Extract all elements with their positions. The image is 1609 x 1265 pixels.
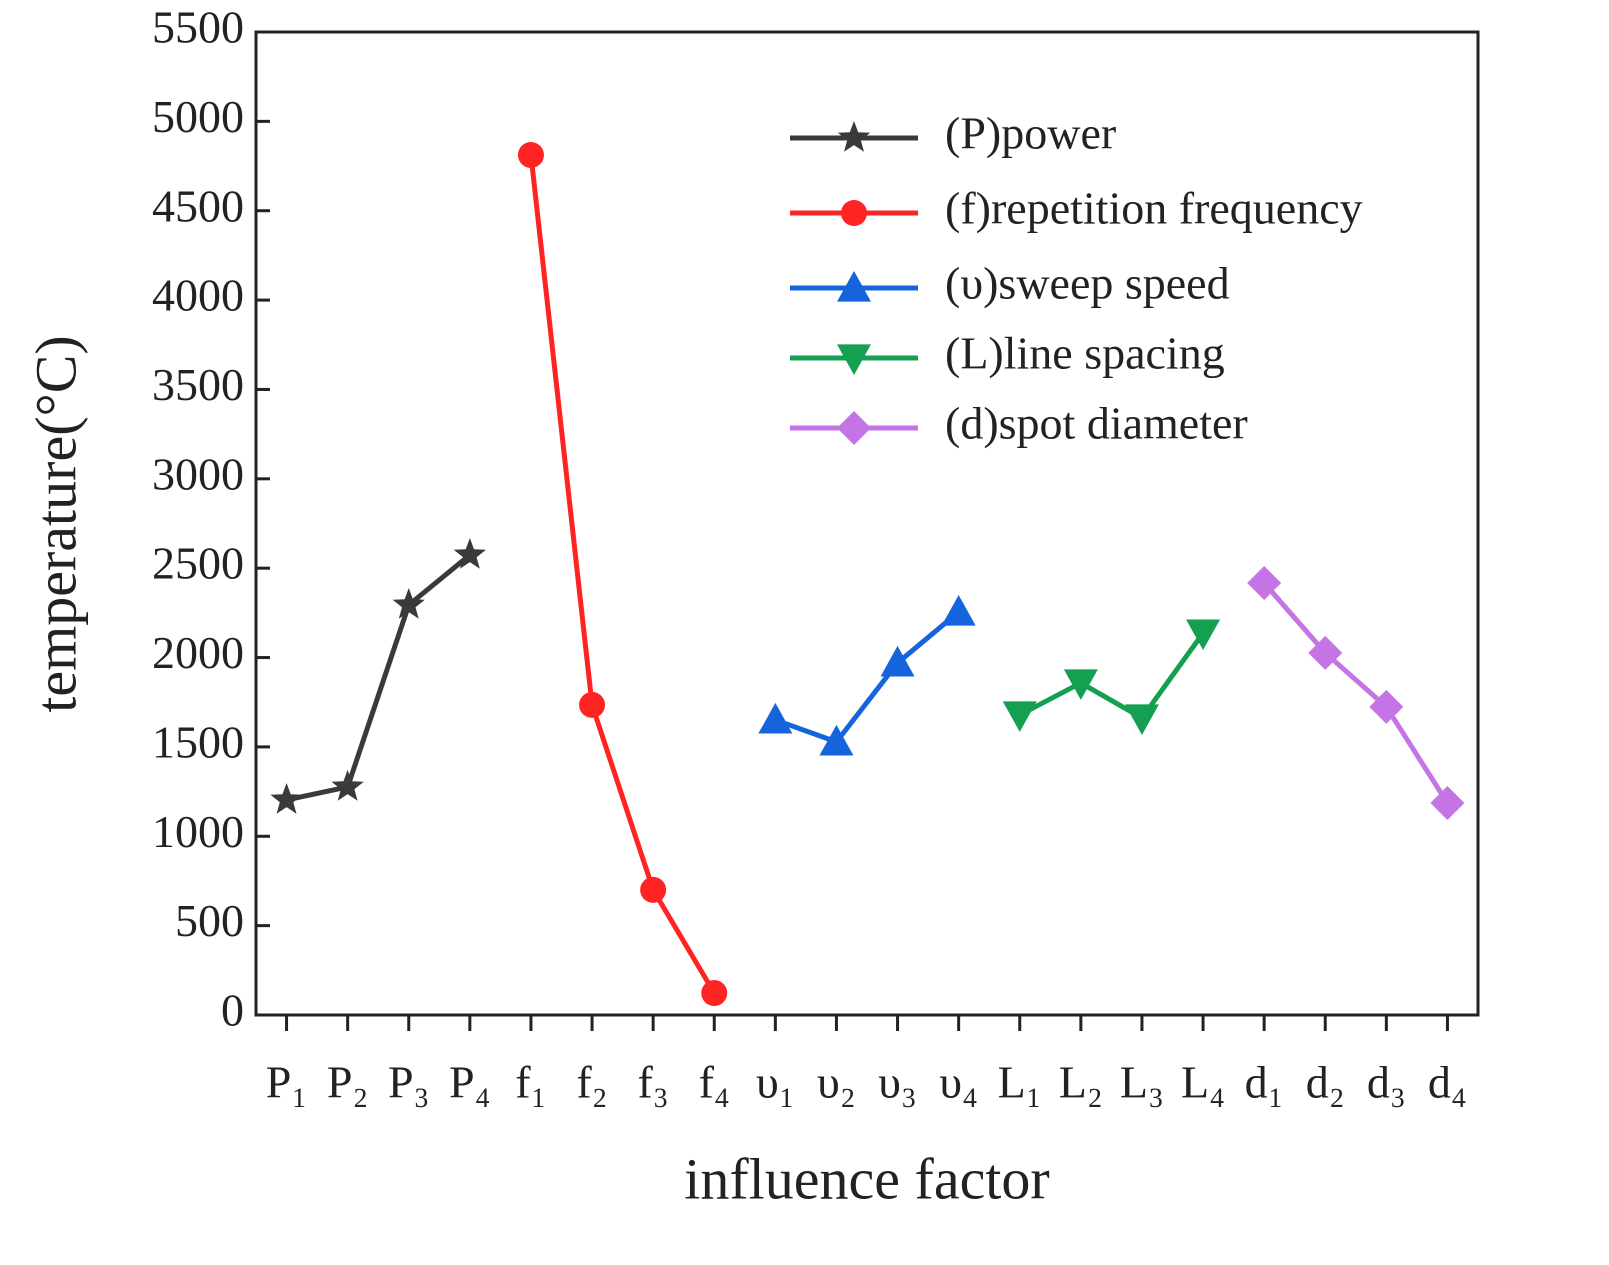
series-line xyxy=(286,553,472,803)
series-line xyxy=(528,154,717,995)
x-tick-label: L₁ xyxy=(998,1057,1042,1108)
data-point xyxy=(758,702,793,734)
data-point xyxy=(331,769,364,801)
data-point xyxy=(392,588,425,619)
data-point xyxy=(1063,669,1098,700)
y-tick-label: 3500 xyxy=(152,359,244,410)
x-tick-label: f₄ xyxy=(699,1057,730,1108)
data-point xyxy=(1124,704,1159,735)
data-point xyxy=(453,538,486,569)
data-point xyxy=(1186,619,1221,651)
series-line xyxy=(1262,581,1450,805)
y-tick-label: 5000 xyxy=(152,91,244,142)
legend-label: (υ)sweep speed xyxy=(945,258,1230,309)
x-tick-label: L₃ xyxy=(1120,1057,1164,1108)
data-point xyxy=(270,783,303,814)
y-tick-label: 1500 xyxy=(152,716,244,767)
data-point xyxy=(1308,635,1343,670)
y-tick-label: 0 xyxy=(221,985,244,1036)
x-tick-label: f₁ xyxy=(515,1057,546,1108)
data-point xyxy=(517,141,544,168)
legend-label: (L)line spacing xyxy=(945,328,1225,379)
x-tick-label: d₃ xyxy=(1367,1057,1406,1108)
x-tick-label: P₂ xyxy=(327,1057,369,1108)
x-tick-label: f₃ xyxy=(637,1057,668,1108)
legend-marker xyxy=(837,271,871,302)
x-tick-label: P₃ xyxy=(388,1057,430,1108)
data-point xyxy=(1430,786,1465,821)
x-tick-label: L₂ xyxy=(1059,1057,1103,1108)
x-tick-label: υ₄ xyxy=(939,1057,978,1108)
y-axis-title: temperature(°C) xyxy=(23,335,88,712)
legend-marker xyxy=(841,200,867,226)
legend-marker xyxy=(837,121,871,152)
y-tick-label: 500 xyxy=(175,895,244,946)
x-tick-label: υ₁ xyxy=(756,1057,795,1108)
plot-frame xyxy=(254,30,1480,1017)
data-point xyxy=(880,645,915,677)
data-point xyxy=(701,980,728,1007)
legend-label: (P)power xyxy=(945,108,1116,159)
x-tick-label: d₂ xyxy=(1306,1057,1345,1108)
data-point xyxy=(579,691,606,718)
legend-label: (f)repetition frequency xyxy=(945,183,1363,234)
data-point xyxy=(640,876,667,903)
data-point xyxy=(1369,689,1404,724)
y-tick-label: 2500 xyxy=(152,538,244,589)
y-tick-label: 5500 xyxy=(152,2,244,53)
x-tick-label: υ₃ xyxy=(878,1057,917,1108)
data-point xyxy=(941,594,976,626)
y-tick-label: 4500 xyxy=(152,180,244,231)
x-axis-title: influence factor xyxy=(684,1146,1050,1211)
x-tick-label: f₂ xyxy=(576,1057,607,1108)
y-tick-label: 2000 xyxy=(152,627,244,678)
legend-marker xyxy=(837,344,871,375)
series-line xyxy=(1018,631,1206,721)
x-tick-label: P₄ xyxy=(449,1057,491,1108)
x-tick-label: d₁ xyxy=(1245,1057,1284,1108)
legend-label: (d)spot diameter xyxy=(945,398,1248,449)
x-tick-label: d₄ xyxy=(1428,1057,1467,1108)
data-point xyxy=(819,724,854,756)
x-tick-label: υ₂ xyxy=(817,1057,856,1108)
y-tick-label: 3000 xyxy=(152,448,244,499)
x-tick-label: P₁ xyxy=(266,1057,308,1108)
y-tick-label: 4000 xyxy=(152,270,244,321)
legend-marker xyxy=(837,411,871,445)
x-tick-label: L₄ xyxy=(1181,1057,1225,1108)
data-point xyxy=(1247,566,1282,601)
data-point xyxy=(1002,701,1037,732)
y-tick-label: 1000 xyxy=(152,806,244,857)
series-line xyxy=(774,610,961,745)
